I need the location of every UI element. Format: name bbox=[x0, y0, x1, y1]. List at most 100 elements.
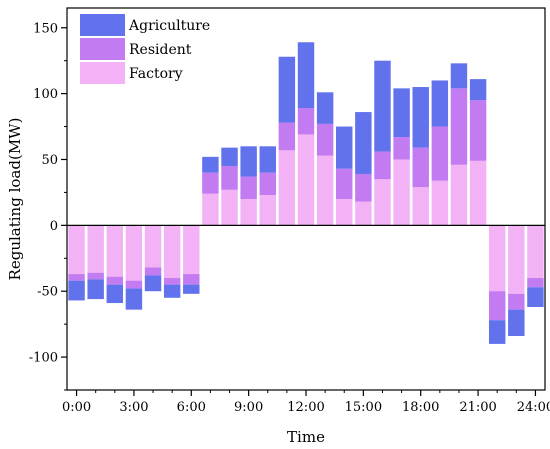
bar-factory-12 bbox=[297, 134, 315, 226]
legend: Agriculture Resident Factory bbox=[80, 14, 210, 84]
bar-resident-23 bbox=[508, 293, 525, 310]
bar-resident-0 bbox=[68, 274, 85, 281]
y-tick-label: -100 bbox=[29, 351, 58, 366]
bar-resident-11 bbox=[278, 122, 296, 151]
bar-agriculture-6 bbox=[183, 284, 200, 294]
bar-resident-7 bbox=[202, 172, 219, 194]
bar-factory-24 bbox=[527, 225, 544, 279]
bar-factory-19 bbox=[431, 180, 449, 226]
bar-agriculture-5 bbox=[163, 284, 181, 298]
bar-resident-16 bbox=[374, 151, 391, 180]
legend-label-resident: Resident bbox=[129, 42, 192, 58]
bar-factory-21 bbox=[469, 160, 487, 226]
bar-agriculture-11 bbox=[278, 56, 296, 123]
bar-agriculture-18 bbox=[412, 87, 429, 148]
x-axis-ticks: 0:00 3:00 6:00 9:00 12:00 15:00 18:00 21:00 24:0… bbox=[62, 390, 550, 415]
bar-resident-10 bbox=[259, 172, 276, 196]
bar-resident-17 bbox=[393, 137, 410, 160]
bar-factory-10 bbox=[259, 195, 276, 226]
x-tick-label: 18:00 bbox=[402, 400, 439, 415]
bar-resident-5 bbox=[163, 278, 181, 285]
bar-factory-1 bbox=[87, 225, 104, 273]
bar-factory-2 bbox=[106, 225, 124, 277]
bar-agriculture-12 bbox=[297, 42, 315, 109]
bar-factory-22 bbox=[488, 225, 506, 292]
bar-resident-12 bbox=[297, 108, 315, 135]
y-tick-label: 150 bbox=[33, 21, 58, 36]
bar-resident-19 bbox=[431, 126, 449, 181]
x-axis-label: Time bbox=[287, 428, 325, 446]
bar-agriculture-3 bbox=[125, 288, 143, 310]
bar-resident-21 bbox=[469, 100, 487, 161]
bar-agriculture-1 bbox=[87, 279, 104, 300]
bar-factory-8 bbox=[221, 189, 238, 226]
bar-factory-17 bbox=[393, 159, 410, 226]
bar-agriculture-22 bbox=[488, 320, 506, 344]
x-tick-label: 12:00 bbox=[287, 400, 324, 415]
bar-factory-9 bbox=[240, 199, 257, 226]
bar-factory-23 bbox=[508, 225, 525, 294]
y-tick-label: -50 bbox=[37, 285, 58, 300]
bar-agriculture-2 bbox=[106, 284, 124, 304]
bar-agriculture-24 bbox=[527, 287, 544, 308]
bar-agriculture-15 bbox=[355, 112, 372, 174]
bar-factory-16 bbox=[374, 179, 391, 226]
bar-factory-5 bbox=[163, 225, 181, 279]
legend-swatch-factory bbox=[80, 62, 125, 84]
bar-resident-13 bbox=[316, 123, 334, 156]
x-tick-label: 24:00 bbox=[517, 400, 550, 415]
legend-swatch-agriculture bbox=[80, 14, 125, 36]
bar-factory-11 bbox=[278, 150, 296, 226]
y-axis-label: Regulating load(MW) bbox=[6, 118, 24, 281]
bar-resident-18 bbox=[412, 147, 429, 188]
y-tick-label: 50 bbox=[41, 153, 58, 168]
bar-resident-22 bbox=[488, 291, 506, 321]
x-tick-label: 0:00 bbox=[62, 400, 91, 415]
bars-layer bbox=[68, 42, 544, 344]
bar-factory-15 bbox=[355, 201, 372, 226]
legend-label-factory: Factory bbox=[129, 66, 183, 82]
bar-agriculture-14 bbox=[336, 126, 353, 169]
x-tick-label: 21:00 bbox=[459, 400, 496, 415]
bar-agriculture-19 bbox=[431, 80, 449, 127]
y-tick-label: 100 bbox=[33, 87, 58, 102]
bar-factory-13 bbox=[316, 155, 334, 226]
bar-factory-3 bbox=[125, 225, 143, 281]
x-tick-label: 15:00 bbox=[345, 400, 382, 415]
bar-factory-0 bbox=[68, 225, 85, 275]
bar-agriculture-13 bbox=[316, 92, 334, 124]
bar-resident-9 bbox=[240, 176, 257, 199]
bar-agriculture-0 bbox=[68, 280, 85, 301]
bar-factory-20 bbox=[450, 164, 468, 226]
bar-resident-4 bbox=[144, 267, 162, 276]
bar-agriculture-10 bbox=[259, 146, 276, 173]
legend-label-agriculture: Agriculture bbox=[128, 18, 210, 34]
bar-resident-6 bbox=[183, 274, 200, 285]
bar-resident-3 bbox=[125, 280, 143, 289]
y-axis-ticks: -100 -50 0 50 100 150 bbox=[29, 21, 67, 391]
bar-resident-14 bbox=[336, 168, 353, 199]
bar-resident-2 bbox=[106, 276, 124, 285]
bar-factory-6 bbox=[183, 225, 200, 275]
legend-swatch-resident bbox=[80, 38, 125, 60]
bar-factory-14 bbox=[336, 199, 353, 226]
bar-agriculture-4 bbox=[144, 275, 162, 292]
bar-agriculture-9 bbox=[240, 146, 257, 177]
bar-resident-15 bbox=[355, 173, 372, 202]
bar-factory-4 bbox=[144, 225, 162, 268]
y-tick-label: 0 bbox=[50, 219, 58, 234]
bar-resident-24 bbox=[527, 278, 544, 288]
bar-agriculture-23 bbox=[508, 309, 525, 336]
bar-agriculture-16 bbox=[374, 60, 391, 152]
bar-resident-1 bbox=[87, 272, 104, 280]
bar-factory-7 bbox=[202, 193, 219, 226]
x-tick-label: 3:00 bbox=[119, 400, 148, 415]
bar-agriculture-21 bbox=[469, 79, 487, 101]
bar-agriculture-7 bbox=[202, 156, 219, 173]
bar-resident-20 bbox=[450, 88, 468, 165]
bar-resident-8 bbox=[221, 166, 238, 190]
bar-agriculture-8 bbox=[221, 147, 238, 167]
x-tick-label: 6:00 bbox=[177, 400, 206, 415]
